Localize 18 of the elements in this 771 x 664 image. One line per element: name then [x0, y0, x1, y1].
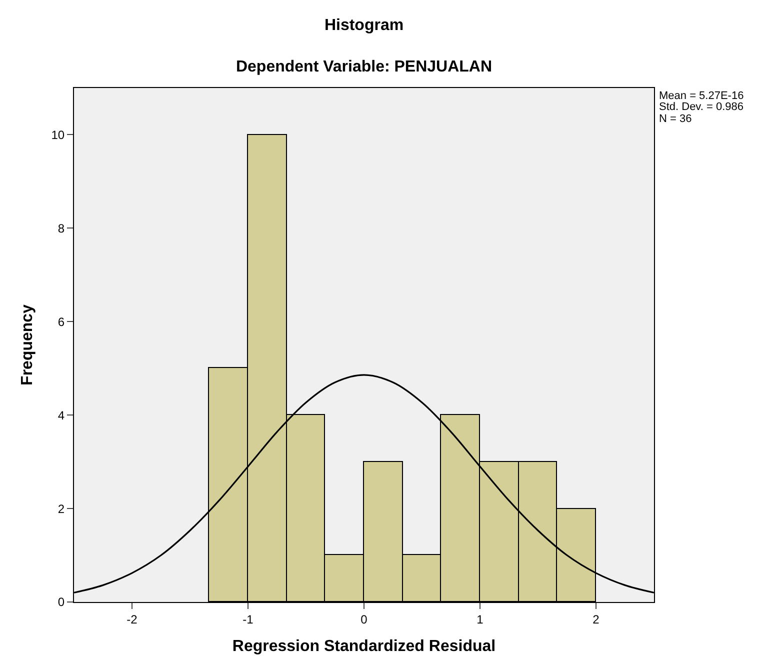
x-tick-label: 2 [592, 612, 600, 626]
x-axis-title: Regression Standardized Residual [232, 638, 496, 656]
text: N = 36 [659, 113, 692, 125]
y-axis-title: Frequency [19, 304, 36, 386]
chart-title: Histogram [324, 16, 404, 34]
chart-subtitle: Dependent Variable: PENJUALAN [236, 58, 492, 76]
y-tick-label: 8 [58, 221, 65, 236]
y-tick-label: 4 [58, 408, 65, 422]
y-tick-label: 0 [58, 595, 65, 610]
y-tick-label: 6 [58, 314, 65, 329]
y-tick-label: 2 [58, 502, 65, 516]
text: Std. Dev. = 0.986 [659, 101, 744, 113]
text: Mean = 5.27E-16 [659, 90, 744, 102]
y-tick-label: 10 [51, 128, 65, 142]
x-tick-label: -2 [126, 612, 138, 626]
x-tick-label: 0 [360, 612, 368, 626]
x-tick-label: 1 [476, 612, 484, 626]
x-tick-label: -1 [242, 612, 254, 626]
